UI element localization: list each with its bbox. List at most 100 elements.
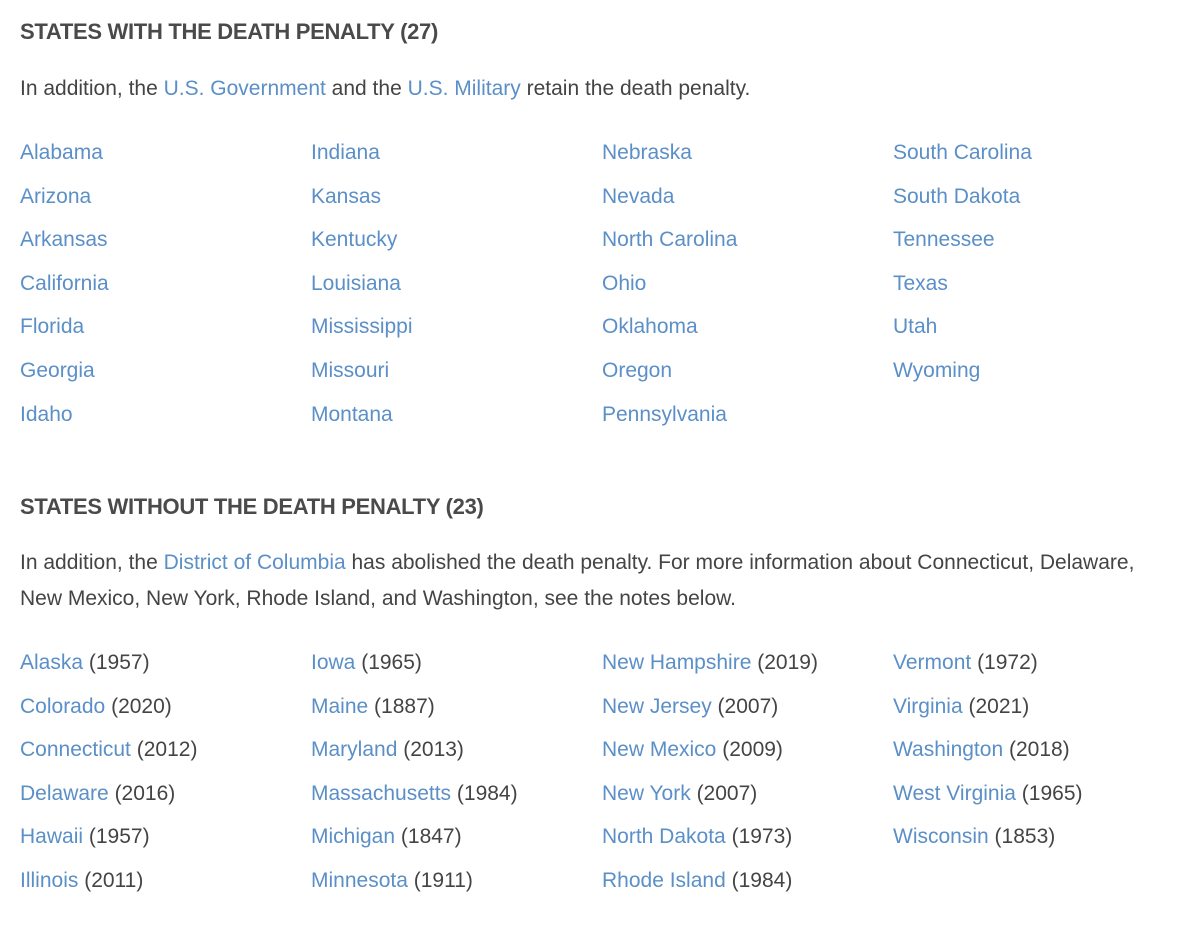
abolition-year: (2007) — [696, 781, 758, 805]
state-link[interactable]: Washington — [893, 738, 1004, 762]
state-item: Oregon — [602, 358, 893, 402]
state-link[interactable]: Alabama — [20, 141, 103, 164]
state-link[interactable]: Kansas — [311, 184, 382, 208]
abolition-year: (1847) — [400, 825, 462, 849]
state-link[interactable]: Iowa — [311, 651, 356, 674]
state-item: Missouri — [311, 358, 602, 402]
abolition-year: (2018) — [1008, 738, 1070, 762]
state-link[interactable]: Texas — [893, 271, 948, 295]
state-link[interactable]: South Carolina — [893, 141, 1032, 164]
abolition-year: (1965) — [361, 651, 422, 674]
state-link[interactable]: Florida — [20, 315, 85, 339]
state-link[interactable]: Wyoming — [893, 358, 981, 382]
state-item: Connecticut (2012) — [20, 737, 311, 781]
state-link[interactable]: Mississippi — [311, 315, 413, 339]
state-item: Georgia — [20, 358, 311, 402]
state-link[interactable]: Oklahoma — [602, 315, 698, 339]
state-item: Arkansas — [20, 227, 311, 271]
state-link[interactable]: Rhode Island — [602, 868, 726, 892]
state-link[interactable]: Maine — [311, 694, 369, 718]
state-item: Maryland (2013) — [311, 737, 602, 781]
state-item: Texas — [893, 271, 1180, 315]
state-link[interactable]: New York — [602, 781, 691, 805]
state-link[interactable]: New Hampshire — [602, 651, 752, 674]
state-item: Nebraska — [602, 140, 893, 184]
intro-text: In addition, the — [20, 77, 164, 100]
state-item: Hawaii (1957) — [20, 824, 311, 868]
abolition-year: (2012) — [136, 738, 198, 762]
state-item: California — [20, 271, 311, 315]
state-link[interactable]: Missouri — [311, 358, 390, 382]
state-link[interactable]: Tennessee — [893, 228, 995, 252]
state-link[interactable]: North Carolina — [602, 228, 738, 252]
state-link[interactable]: Wisconsin — [893, 825, 989, 849]
state-link[interactable]: Arkansas — [20, 228, 108, 252]
state-link[interactable]: Massachusetts — [311, 781, 452, 805]
state-link[interactable]: Georgia — [20, 358, 95, 382]
state-item: New Mexico (2009) — [602, 737, 893, 781]
without-penalty-state-list: Alaska (1957) Colorado (2020) Connecticut … — [20, 650, 1180, 912]
abolition-year: (1984) — [456, 781, 518, 805]
abolition-year: (1887) — [374, 694, 435, 718]
state-item: Virginia (2021) — [893, 694, 1180, 738]
state-item: North Carolina — [602, 227, 893, 271]
state-link[interactable]: Delaware — [20, 781, 109, 805]
state-link[interactable]: Nebraska — [602, 141, 692, 164]
state-link[interactable]: Oregon — [602, 358, 673, 382]
intro-text: In addition, the — [20, 551, 164, 574]
us-military-link[interactable]: U.S. Military — [407, 77, 521, 100]
state-link[interactable]: Connecticut — [20, 738, 131, 762]
state-item: Washington (2018) — [893, 737, 1180, 781]
state-item: North Dakota (1973) — [602, 824, 893, 868]
state-link[interactable]: Colorado — [20, 694, 106, 718]
state-link[interactable]: Illinois — [20, 868, 79, 892]
state-link[interactable]: New Mexico — [602, 738, 717, 762]
state-link[interactable]: Indiana — [311, 141, 380, 164]
state-link[interactable]: Maryland — [311, 738, 398, 762]
us-government-link[interactable]: U.S. Government — [163, 77, 326, 100]
state-link[interactable]: New Jersey — [602, 694, 712, 718]
state-item: Utah — [893, 314, 1180, 358]
state-link[interactable]: Pennsylvania — [602, 402, 727, 426]
state-item: Delaware (2016) — [20, 781, 311, 825]
with-penalty-heading: STATES WITH THE DEATH PENALTY (27) — [20, 19, 438, 44]
state-link[interactable]: Alaska — [20, 651, 84, 674]
state-item: West Virginia (1965) — [893, 781, 1180, 825]
abolition-year: (1853) — [994, 825, 1056, 849]
state-item: New Hampshire (2019) — [602, 650, 893, 694]
state-link[interactable]: Montana — [311, 402, 393, 426]
state-link[interactable]: Nevada — [602, 184, 675, 208]
state-link[interactable]: Ohio — [602, 271, 647, 295]
state-link[interactable]: Louisiana — [311, 271, 401, 295]
state-link[interactable]: Michigan — [311, 825, 396, 849]
state-item: Michigan (1847) — [311, 824, 602, 868]
state-link[interactable]: North Dakota — [602, 825, 726, 849]
state-item: Oklahoma — [602, 314, 893, 358]
state-link[interactable]: West Virginia — [893, 781, 1016, 805]
state-item: Iowa (1965) — [311, 650, 602, 694]
state-item: South Carolina — [893, 140, 1180, 184]
state-link[interactable]: South Dakota — [893, 184, 1021, 208]
abolition-year: (1972) — [977, 651, 1038, 674]
state-item: Wyoming — [893, 358, 1180, 402]
abolition-year: (2009) — [722, 738, 783, 762]
state-link[interactable]: Arizona — [20, 184, 92, 208]
state-item: Kentucky — [311, 227, 602, 271]
state-link[interactable]: Virginia — [893, 694, 963, 718]
state-link[interactable]: California — [20, 271, 109, 295]
state-link[interactable]: Idaho — [20, 402, 73, 426]
state-link[interactable]: Vermont — [893, 651, 972, 674]
state-item: Colorado (2020) — [20, 694, 311, 738]
abolition-year: (2007) — [717, 694, 779, 718]
state-item: Arizona — [20, 184, 311, 228]
state-item: Alaska (1957) — [20, 650, 311, 694]
state-item: Tennessee — [893, 227, 1180, 271]
state-link[interactable]: Kentucky — [311, 228, 398, 252]
state-link[interactable]: Minnesota — [311, 868, 408, 892]
state-link[interactable]: Hawaii — [20, 825, 84, 849]
state-link[interactable]: Utah — [893, 315, 938, 339]
state-item: New York (2007) — [602, 781, 893, 825]
district-of-columbia-link[interactable]: District of Columbia — [163, 551, 346, 574]
state-item: Vermont (1972) — [893, 650, 1180, 694]
